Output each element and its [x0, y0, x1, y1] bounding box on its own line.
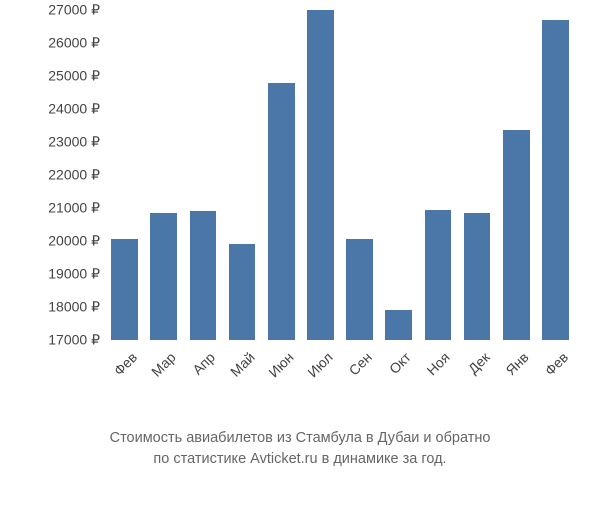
x-tick-label: Сен — [345, 349, 374, 378]
x-tick-label: Апр — [189, 349, 218, 378]
bar — [464, 213, 491, 340]
caption-line-2: по статистике Avticket.ru в динамике за … — [153, 451, 446, 467]
x-tick-label: Июл — [304, 349, 335, 380]
y-tick-label: 24000 ₽ — [48, 101, 100, 118]
x-tick-label: Фев — [541, 349, 571, 379]
bar — [385, 310, 412, 340]
x-axis: Фев Мар Апр МайИюн Июл Сен Окт Ноя Дек Янв Фев — [105, 345, 575, 390]
bar — [111, 239, 138, 340]
y-tick-label: 27000 ₽ — [48, 2, 100, 19]
bar — [425, 210, 452, 340]
plot-area — [105, 10, 575, 340]
bar — [229, 244, 256, 340]
y-tick-label: 19000 ₽ — [48, 266, 100, 283]
y-axis: 17000 ₽18000 ₽19000 ₽20000 ₽21000 ₽22000… — [20, 10, 100, 340]
y-tick-label: 22000 ₽ — [48, 167, 100, 184]
x-tick-label: Янв — [502, 349, 531, 378]
x-tick-label: Июн — [265, 349, 296, 380]
bar — [307, 10, 334, 340]
x-tick-label: Окт — [386, 349, 414, 377]
bar — [503, 130, 530, 340]
bar — [150, 213, 177, 340]
x-tick-label: Мар — [148, 349, 179, 380]
x-tick-label: Фев — [110, 349, 140, 379]
caption-line-1: Стоимость авиабилетов из Стамбула в Дуба… — [110, 430, 491, 446]
bar — [542, 20, 569, 340]
y-tick-label: 20000 ₽ — [48, 233, 100, 250]
bar — [268, 83, 295, 340]
x-tick-label: Дек — [465, 349, 493, 377]
y-tick-label: 17000 ₽ — [48, 332, 100, 349]
y-tick-label: 25000 ₽ — [48, 68, 100, 85]
y-tick-label: 23000 ₽ — [48, 134, 100, 151]
x-tick-label: Ноя — [424, 349, 453, 378]
chart-caption: Стоимость авиабилетов из Стамбула в Дуба… — [0, 428, 600, 470]
bar — [190, 211, 217, 340]
y-tick-label: 21000 ₽ — [48, 200, 100, 217]
x-tick-label: Май — [227, 349, 258, 380]
y-tick-label: 18000 ₽ — [48, 299, 100, 316]
bar — [346, 239, 373, 340]
y-tick-label: 26000 ₽ — [48, 35, 100, 52]
price-chart: 17000 ₽ 18000 ₽ 19000 ₽ 20000 ₽ 21000 ₽ 22000… — [20, 10, 580, 390]
